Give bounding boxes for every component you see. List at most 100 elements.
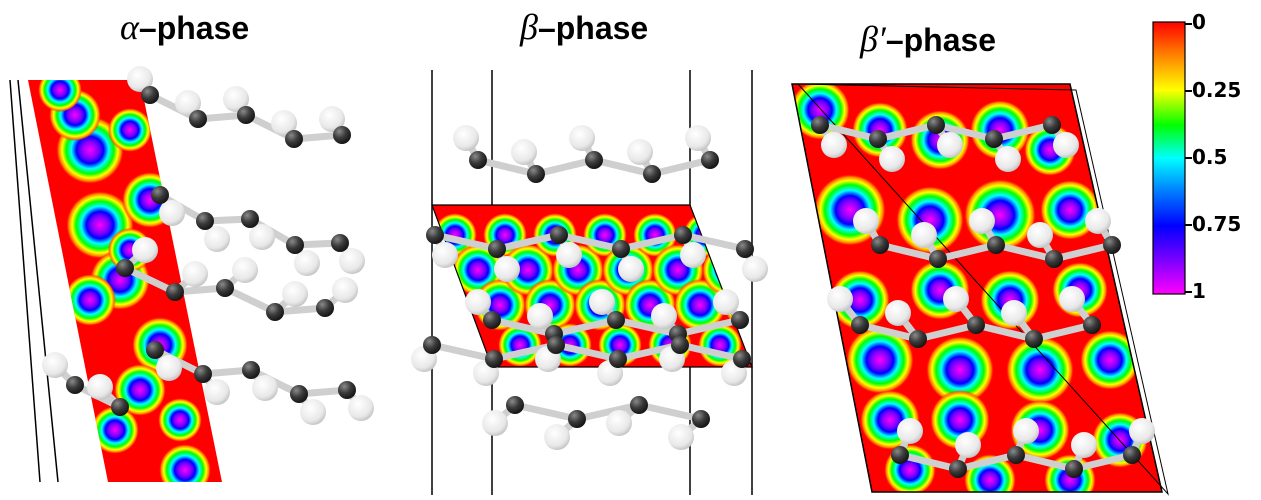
- carbon-atom: [426, 226, 444, 244]
- bond: [493, 231, 563, 253]
- bond: [934, 241, 1000, 263]
- hydrogen-atom: [1059, 286, 1085, 312]
- carbon-atom: [469, 151, 487, 169]
- bond: [954, 451, 1020, 473]
- hydrogen-atom: [1129, 418, 1155, 444]
- elf-spot: [970, 100, 1030, 160]
- hydrogen-atom: [589, 289, 615, 315]
- hydrogen-atom: [182, 261, 208, 287]
- carbon-atom: [286, 236, 304, 254]
- carbon-atom: [316, 299, 334, 317]
- carbon-atom: [423, 336, 441, 354]
- beta-prime-plane-outline: [791, 83, 1163, 493]
- carbon-atom: [607, 311, 625, 329]
- elf-spot: [1010, 400, 1070, 460]
- hydrogen-atom: [271, 110, 297, 136]
- carbon-atom: [485, 350, 503, 368]
- hydrogen-atom: [127, 66, 153, 92]
- carbon-atom: [483, 311, 501, 329]
- hydrogen-atom: [955, 432, 981, 458]
- carbon-atom: [196, 212, 214, 230]
- carbon-atom: [527, 165, 545, 183]
- hydrogen-atom: [527, 303, 553, 329]
- hydrogen-atom: [223, 86, 249, 112]
- hydrogen-atom: [685, 125, 711, 151]
- hydrogen-atom: [332, 277, 358, 303]
- elf-spot: [926, 336, 994, 404]
- hydrogen-atom: [156, 355, 182, 381]
- carbon-atom: [1083, 316, 1101, 334]
- elf-spot: [846, 326, 914, 394]
- colorbar-bar: [1152, 21, 1186, 295]
- hydrogen-atom: [1027, 222, 1053, 248]
- carbon-atom: [671, 336, 689, 354]
- hydrogen-atom: [159, 200, 185, 226]
- carbon-atom: [333, 126, 351, 144]
- carbon-atom: [630, 396, 648, 414]
- hydrogen-atom: [995, 146, 1021, 172]
- bond: [876, 241, 942, 263]
- beta-prime-cell-edge: [796, 83, 1169, 496]
- hydrogen-atom: [175, 90, 201, 116]
- hydrogen-atom: [651, 303, 677, 329]
- hydrogen-atom: [827, 286, 853, 312]
- elf-spot: [1006, 336, 1074, 404]
- carbon-atom: [331, 234, 349, 252]
- carbon-atom: [1025, 330, 1043, 348]
- hydrogen-atom: [853, 208, 879, 234]
- hydrogen-atom: [544, 424, 570, 450]
- elf-spot: [830, 270, 890, 330]
- carbon-atom: [1123, 446, 1141, 464]
- hydrogen-atom: [232, 257, 258, 283]
- colorbar: [1152, 21, 1192, 295]
- hydrogen-atom: [1085, 208, 1111, 234]
- beta-prime-symbol: β′: [860, 19, 886, 59]
- carbon-atom: [736, 240, 754, 258]
- beta-prime-phase-title: β′–phase: [860, 18, 996, 60]
- alpha-phase-title: α–phase: [120, 6, 249, 48]
- carbon-atom: [66, 376, 84, 394]
- alpha-suffix: –phase: [138, 10, 250, 46]
- hydrogen-atom: [937, 132, 963, 158]
- hydrogen-atom: [1013, 418, 1039, 444]
- carbon-atom: [871, 236, 889, 254]
- hydrogen-atom: [465, 289, 491, 315]
- hydrogen-atom: [680, 242, 706, 268]
- carbon-atom: [929, 250, 947, 268]
- carbon-atom: [585, 151, 603, 169]
- bond: [617, 231, 687, 253]
- bond: [1012, 451, 1078, 473]
- colorbar-label-1: 1: [1192, 279, 1206, 303]
- hydrogen-atom: [1071, 432, 1097, 458]
- elf-spot: [748, 323, 752, 367]
- carbon-atom: [692, 410, 710, 428]
- beta-suffix: –phase: [537, 10, 649, 46]
- hydrogen-atom: [87, 374, 113, 400]
- elf-spot: [852, 102, 908, 158]
- carbon-atom: [1103, 236, 1121, 254]
- hydrogen-atom: [339, 248, 365, 274]
- bond: [428, 341, 498, 363]
- bond: [221, 284, 279, 316]
- bond: [896, 451, 962, 473]
- hydrogen-atom: [668, 424, 694, 450]
- carbon-atom: [1007, 446, 1025, 464]
- carbon-atom: [967, 316, 985, 334]
- carbon-atom: [1065, 460, 1083, 478]
- bond: [676, 341, 746, 363]
- carbon-atom: [1043, 116, 1061, 134]
- carbon-atom: [731, 311, 749, 329]
- bond: [635, 401, 705, 423]
- carbon-atom: [488, 240, 506, 258]
- hydrogen-atom: [282, 281, 308, 307]
- bond: [612, 316, 682, 338]
- hydrogen-atom: [1001, 300, 1027, 326]
- hydrogen-atom: [1053, 132, 1079, 158]
- bond: [856, 321, 922, 343]
- bond: [648, 156, 714, 178]
- bond: [1070, 451, 1136, 473]
- elf-spot: [159, 444, 211, 482]
- hydrogen-atom: [319, 106, 345, 132]
- carbon-atom: [241, 210, 259, 228]
